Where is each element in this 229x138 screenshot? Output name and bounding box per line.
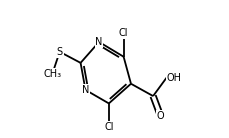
- Text: O: O: [156, 111, 164, 121]
- Text: CH₃: CH₃: [43, 69, 61, 79]
- Text: OH: OH: [166, 73, 181, 83]
- Text: Cl: Cl: [104, 122, 113, 132]
- Text: N: N: [95, 37, 102, 47]
- Text: S: S: [56, 47, 63, 57]
- Text: N: N: [82, 85, 89, 95]
- Text: Cl: Cl: [118, 28, 128, 38]
